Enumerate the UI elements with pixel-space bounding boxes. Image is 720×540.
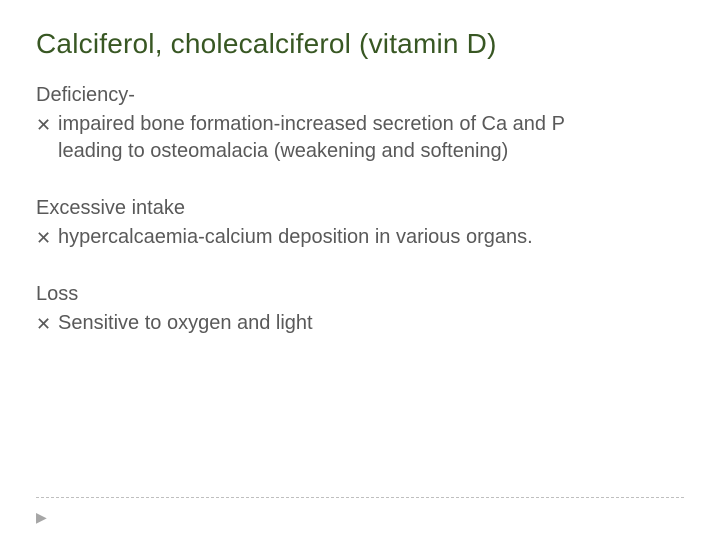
bullet-text: hypercalcaemia-calcium deposition in var… — [58, 224, 533, 251]
bullet-text: impaired bone formation-increased secret… — [58, 111, 578, 165]
bullet-icon: ✕ — [36, 224, 58, 250]
bullet-text: Sensitive to oxygen and light — [58, 310, 313, 337]
spacer — [36, 165, 684, 195]
arrow-icon: ▶ — [36, 509, 47, 526]
section-heading: Excessive intake — [36, 195, 684, 222]
divider — [36, 497, 684, 498]
section-heading: Loss — [36, 281, 684, 308]
list-item: ✕ Sensitive to oxygen and light — [36, 310, 684, 337]
slide-title: Calciferol, cholecalciferol (vitamin D) — [36, 28, 684, 60]
section-heading: Deficiency- — [36, 82, 684, 109]
slide: Calciferol, cholecalciferol (vitamin D) … — [0, 0, 720, 540]
bullet-icon: ✕ — [36, 310, 58, 336]
list-item: ✕ impaired bone formation-increased secr… — [36, 111, 684, 165]
spacer — [36, 251, 684, 281]
list-item: ✕ hypercalcaemia-calcium deposition in v… — [36, 224, 684, 251]
bullet-icon: ✕ — [36, 111, 58, 137]
